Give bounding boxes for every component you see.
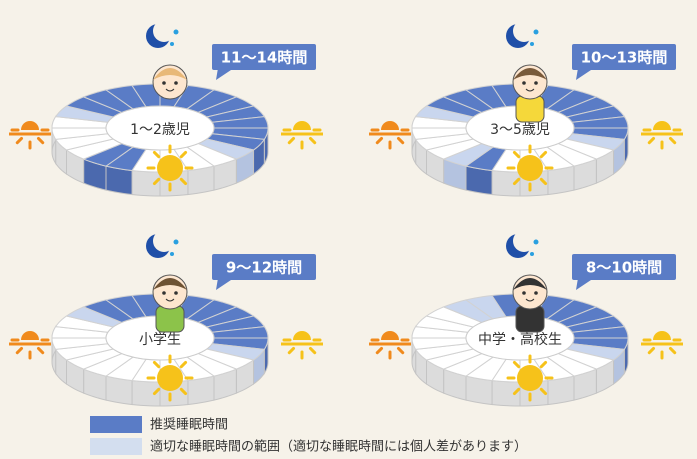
eye (174, 81, 178, 85)
legend-label: 推奨睡眠時間 (150, 418, 228, 433)
sun-disc (517, 155, 543, 181)
child-body (516, 306, 544, 332)
hours-text: 8～10時間 (586, 259, 662, 277)
moon-cut (153, 230, 175, 252)
eye (174, 291, 178, 295)
infographic: 1～2歳児 11～14時間 3～5歳児 10～13時間小学生 9～12時間中学・高校生 8… (0, 0, 697, 459)
child-body (516, 96, 544, 122)
sun-disc (157, 155, 183, 181)
panel-label: 1～2歳児 (130, 122, 190, 138)
hours-text: 11～14時間 (221, 49, 308, 67)
legend-swatch (90, 416, 142, 433)
star (174, 30, 179, 35)
eye (522, 81, 526, 85)
sun-disc (157, 365, 183, 391)
moon-cut (513, 20, 535, 42)
sun (148, 356, 192, 400)
star (174, 240, 179, 245)
hours-text: 10～13時間 (581, 49, 668, 67)
star (534, 30, 539, 35)
sun (508, 356, 552, 400)
star (530, 42, 534, 46)
moon-cut (153, 20, 175, 42)
star (530, 252, 534, 256)
star (534, 240, 539, 245)
eye (534, 81, 538, 85)
eye (522, 291, 526, 295)
panel-label: 小学生 (139, 332, 181, 348)
moon-cut (513, 230, 535, 252)
legend-label: 適切な睡眠時間の範囲（適切な睡眠時間には個人差があります） (150, 439, 527, 455)
sun-disc (517, 365, 543, 391)
panel-label: 3～5歳児 (490, 122, 550, 138)
star (170, 42, 174, 46)
eye (162, 81, 166, 85)
eye (534, 291, 538, 295)
star (170, 252, 174, 256)
hours-text: 9～12時間 (226, 259, 302, 277)
child-body (156, 306, 184, 332)
sun (508, 146, 552, 190)
panel-label: 中学・高校生 (478, 331, 562, 348)
sun (148, 146, 192, 190)
legend-swatch (90, 438, 142, 455)
eye (162, 291, 166, 295)
